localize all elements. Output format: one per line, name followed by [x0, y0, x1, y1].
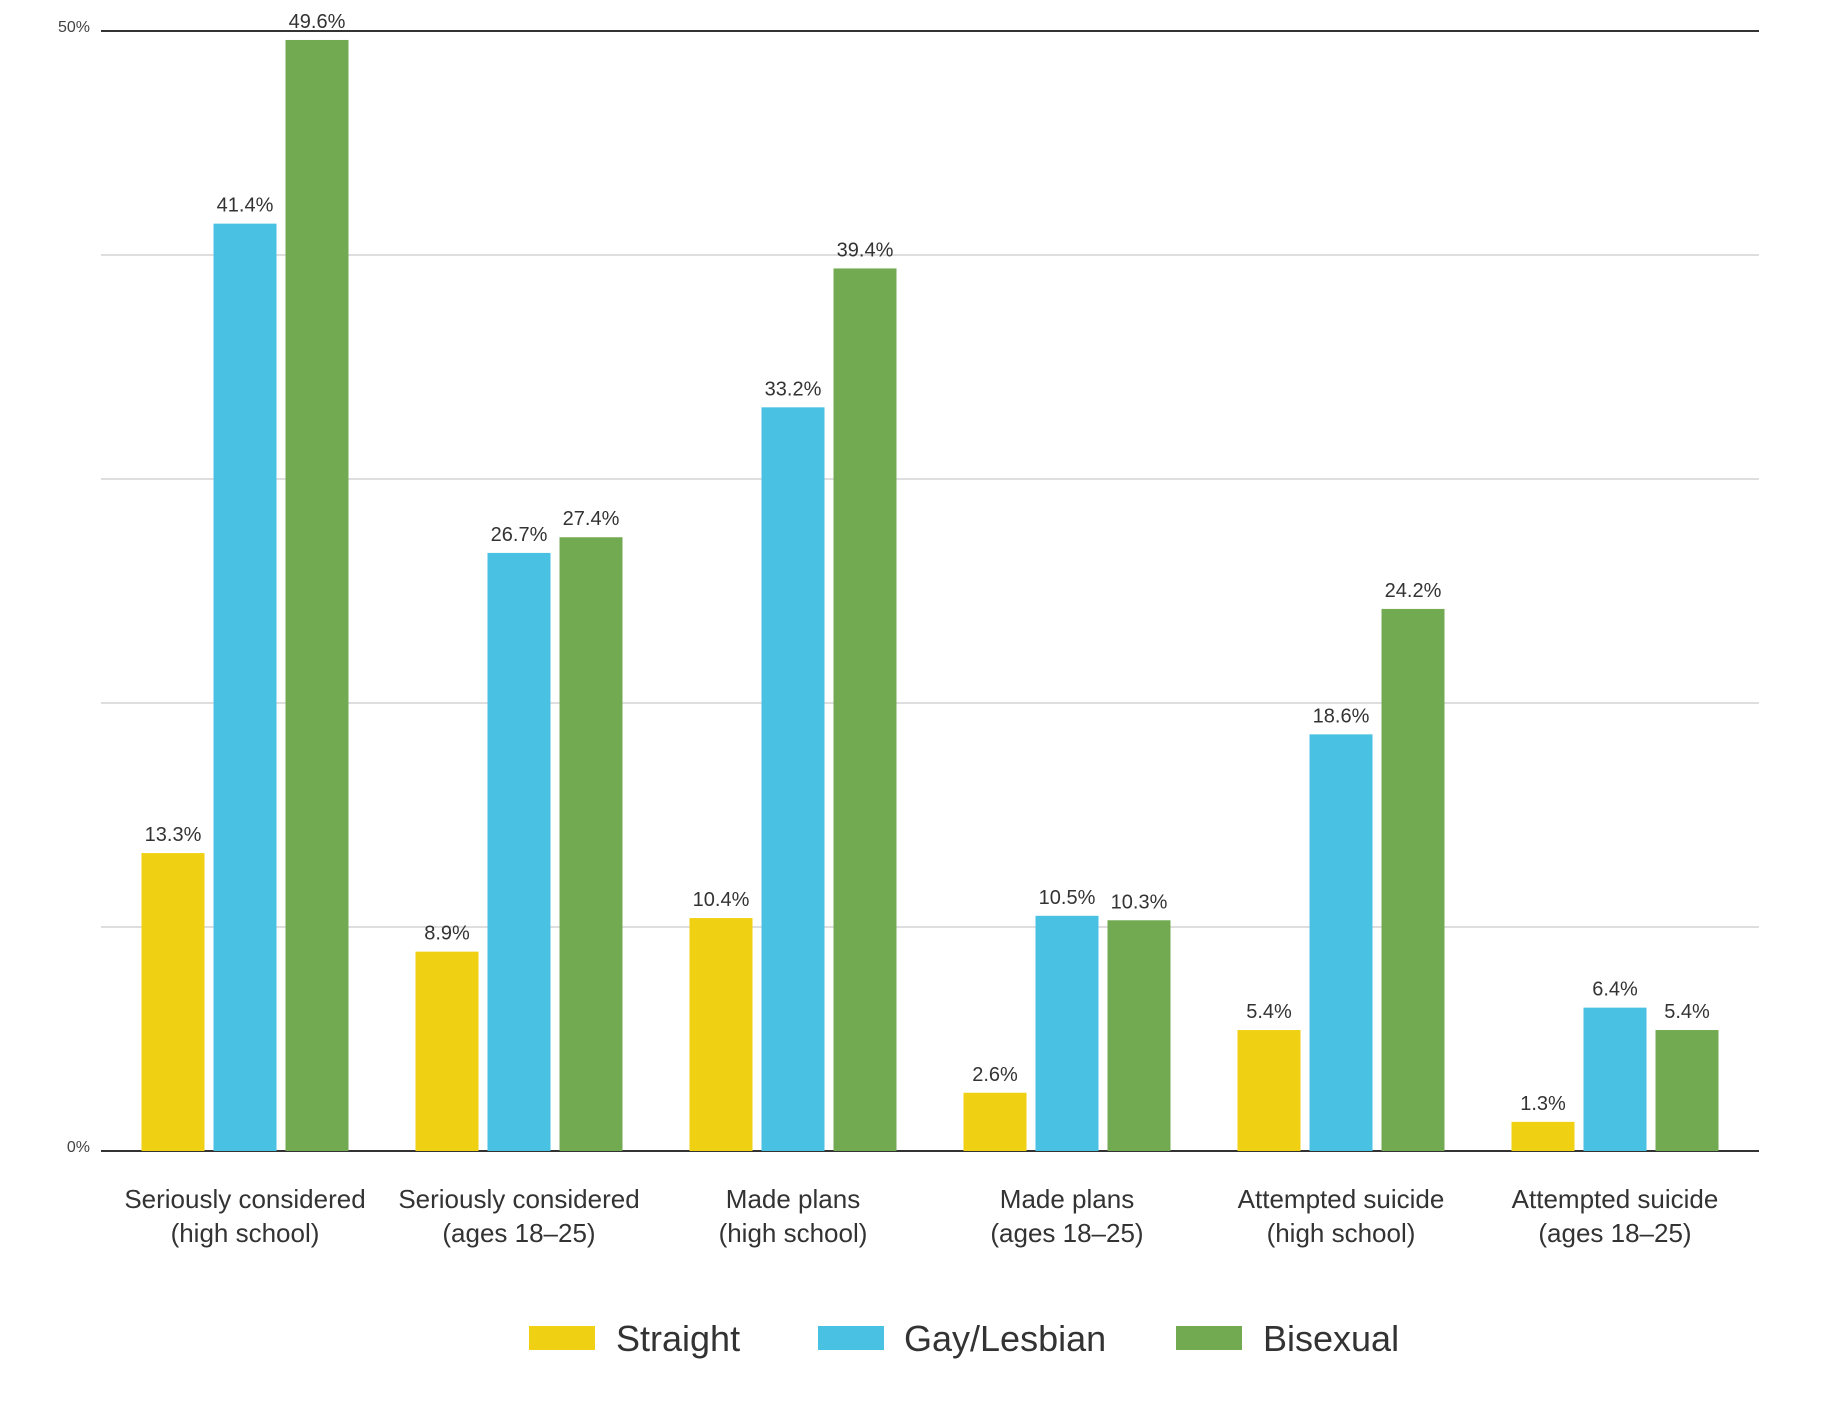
x-category-label: Seriously considered: [398, 1184, 639, 1214]
x-category-sublabel: (ages 18–25): [1538, 1218, 1691, 1248]
bar-straight: [1237, 1030, 1301, 1151]
data-label: 10.5%: [1039, 887, 1096, 909]
bars: [141, 39, 1719, 1152]
data-label: 8.9%: [424, 923, 470, 945]
bar-bisexual: [1655, 1030, 1719, 1151]
data-label: 41.4%: [217, 195, 274, 217]
data-label: 1.3%: [1520, 1093, 1566, 1115]
data-label: 13.3%: [145, 824, 202, 846]
legend-swatch: [529, 1326, 595, 1350]
bar-gay-lesbian: [487, 552, 551, 1151]
y-tick-label: 50%: [58, 19, 90, 36]
bar-gay-lesbian: [213, 223, 277, 1151]
data-label: 33.2%: [765, 378, 822, 400]
bar-straight: [1511, 1121, 1575, 1151]
bar-bisexual: [559, 537, 623, 1151]
data-label: 10.4%: [693, 889, 750, 911]
data-label: 18.6%: [1313, 705, 1370, 727]
x-category-label: Attempted suicide: [1512, 1184, 1719, 1214]
legend-label: Bisexual: [1263, 1318, 1399, 1359]
bar-bisexual: [1107, 920, 1171, 1151]
gridlines: [101, 30, 1759, 1152]
data-label: 49.6%: [289, 11, 346, 33]
x-category-label: Made plans: [726, 1184, 860, 1214]
data-label: 5.4%: [1246, 1001, 1292, 1023]
bar-straight: [141, 853, 205, 1151]
data-label: 10.3%: [1111, 891, 1168, 913]
data-label: 26.7%: [491, 524, 548, 546]
legend-swatch: [818, 1326, 884, 1350]
y-tick-label: 0%: [67, 1139, 90, 1156]
data-label: 6.4%: [1592, 979, 1638, 1001]
x-category-sublabel: (ages 18–25): [442, 1218, 595, 1248]
x-category-label: Attempted suicide: [1238, 1184, 1445, 1214]
legend-swatch: [1176, 1326, 1242, 1350]
bar-bisexual: [285, 39, 349, 1152]
bar-straight: [963, 1092, 1027, 1151]
bar-gay-lesbian: [1583, 1007, 1647, 1151]
data-label: 24.2%: [1385, 580, 1442, 602]
bar-straight: [415, 951, 479, 1151]
data-label: 2.6%: [972, 1064, 1018, 1086]
data-label: 27.4%: [563, 508, 620, 530]
x-category-sublabel: (high school): [719, 1218, 868, 1248]
bar-bisexual: [1381, 608, 1445, 1151]
bar-straight: [689, 918, 753, 1151]
legend: Straight Gay/Lesbian Bisexual: [529, 1318, 1399, 1359]
bar-gay-lesbian: [1309, 734, 1373, 1151]
legend-label: Straight: [616, 1318, 740, 1359]
x-category-label: Seriously considered: [124, 1184, 365, 1214]
bar-gay-lesbian: [1035, 915, 1099, 1151]
x-category-sublabel: (high school): [171, 1218, 320, 1248]
bar-bisexual: [833, 268, 897, 1151]
data-labels: 13.3% 41.4% 49.6% 8.9% 26.7% 27.4% 10.4% 33.2% 3…: [145, 11, 1710, 1115]
y-axis: 0% 50%: [58, 19, 90, 1156]
x-category-sublabel: (high school): [1267, 1218, 1416, 1248]
legend-label: Gay/Lesbian: [904, 1318, 1106, 1359]
x-category-label: Made plans: [1000, 1184, 1134, 1214]
bar-gay-lesbian: [761, 407, 825, 1151]
data-label: 5.4%: [1664, 1001, 1710, 1023]
x-category-sublabel: (ages 18–25): [990, 1218, 1143, 1248]
data-label: 39.4%: [837, 239, 894, 261]
x-axis-categories: Seriously considered (high school) Serious…: [124, 1184, 1718, 1248]
